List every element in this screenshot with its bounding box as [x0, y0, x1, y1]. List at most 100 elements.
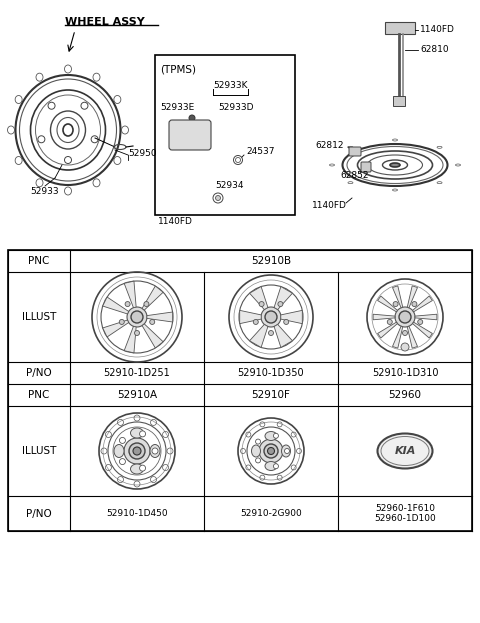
- Text: 52933K: 52933K: [213, 80, 248, 90]
- Circle shape: [81, 102, 88, 109]
- Circle shape: [189, 115, 195, 121]
- Circle shape: [48, 102, 55, 109]
- Polygon shape: [393, 286, 403, 308]
- Text: 52910-1D310: 52910-1D310: [372, 368, 438, 378]
- Text: 52910A: 52910A: [117, 390, 157, 400]
- Text: 52910-2G900: 52910-2G900: [240, 509, 302, 518]
- Circle shape: [144, 302, 149, 307]
- Ellipse shape: [281, 445, 290, 457]
- Circle shape: [261, 307, 281, 327]
- Circle shape: [278, 302, 283, 307]
- Polygon shape: [274, 287, 292, 310]
- Circle shape: [131, 311, 143, 323]
- Polygon shape: [378, 322, 397, 338]
- Polygon shape: [378, 296, 397, 312]
- Circle shape: [401, 343, 409, 351]
- Circle shape: [91, 136, 98, 143]
- Bar: [155, 55, 295, 215]
- FancyBboxPatch shape: [169, 120, 211, 150]
- Polygon shape: [124, 326, 136, 353]
- Text: 52910B: 52910B: [251, 256, 291, 266]
- Ellipse shape: [252, 445, 261, 457]
- Text: 24537: 24537: [246, 148, 275, 156]
- Circle shape: [120, 459, 125, 465]
- Polygon shape: [407, 286, 418, 308]
- Text: 62852: 62852: [340, 171, 369, 179]
- Circle shape: [399, 311, 411, 323]
- Circle shape: [134, 330, 140, 336]
- Ellipse shape: [114, 444, 124, 457]
- Circle shape: [120, 437, 125, 444]
- FancyBboxPatch shape: [349, 147, 361, 156]
- Circle shape: [395, 307, 415, 327]
- Circle shape: [152, 448, 158, 454]
- Circle shape: [150, 320, 155, 325]
- Polygon shape: [250, 287, 268, 310]
- Circle shape: [393, 302, 398, 307]
- Circle shape: [412, 302, 417, 307]
- Ellipse shape: [150, 444, 160, 457]
- Circle shape: [125, 302, 130, 307]
- Polygon shape: [142, 286, 163, 310]
- Text: 52910-1D251: 52910-1D251: [104, 368, 170, 378]
- Circle shape: [267, 447, 275, 455]
- Text: KIA: KIA: [394, 446, 416, 456]
- Polygon shape: [124, 281, 136, 308]
- Circle shape: [64, 156, 72, 163]
- FancyBboxPatch shape: [361, 162, 371, 172]
- Text: 52933: 52933: [30, 188, 59, 196]
- Ellipse shape: [131, 428, 144, 438]
- Polygon shape: [274, 325, 292, 348]
- Circle shape: [127, 307, 147, 327]
- Circle shape: [284, 320, 288, 325]
- Text: P/NO: P/NO: [26, 508, 52, 518]
- Circle shape: [255, 439, 261, 444]
- Circle shape: [264, 444, 278, 458]
- Text: 1140FD: 1140FD: [420, 26, 455, 34]
- Circle shape: [403, 330, 408, 336]
- Polygon shape: [412, 296, 432, 312]
- Circle shape: [259, 302, 264, 307]
- Circle shape: [38, 136, 45, 143]
- Bar: [393, 96, 405, 106]
- Text: 52933D: 52933D: [218, 103, 253, 113]
- Circle shape: [253, 320, 258, 325]
- Circle shape: [140, 431, 145, 437]
- Ellipse shape: [131, 464, 144, 474]
- Text: 52910F: 52910F: [252, 390, 290, 400]
- Text: 52910-1D350: 52910-1D350: [238, 368, 304, 378]
- Bar: [385, 22, 415, 34]
- Polygon shape: [412, 322, 432, 338]
- Ellipse shape: [265, 462, 277, 470]
- Polygon shape: [147, 312, 173, 322]
- Polygon shape: [142, 324, 163, 348]
- Polygon shape: [103, 297, 129, 314]
- Text: 52933E: 52933E: [160, 103, 194, 113]
- Polygon shape: [393, 326, 403, 348]
- Polygon shape: [415, 314, 437, 320]
- Text: (TPMS): (TPMS): [160, 65, 196, 75]
- Text: PNC: PNC: [28, 256, 50, 266]
- Text: 62810: 62810: [420, 45, 449, 54]
- Text: 52960: 52960: [388, 390, 421, 400]
- Circle shape: [124, 438, 150, 464]
- Circle shape: [265, 311, 277, 323]
- Bar: [8, 250, 472, 531]
- Circle shape: [129, 443, 145, 459]
- Ellipse shape: [265, 432, 277, 440]
- Polygon shape: [407, 326, 418, 348]
- Ellipse shape: [381, 437, 429, 465]
- Text: PNC: PNC: [28, 390, 50, 400]
- Polygon shape: [281, 310, 302, 324]
- Polygon shape: [240, 310, 261, 324]
- Text: 1140FD: 1140FD: [312, 201, 347, 209]
- Polygon shape: [250, 325, 268, 348]
- Ellipse shape: [390, 163, 400, 167]
- Text: 52934: 52934: [215, 181, 243, 189]
- Text: 52910-1D450: 52910-1D450: [106, 509, 168, 518]
- Circle shape: [120, 320, 124, 325]
- Text: WHEEL ASSY: WHEEL ASSY: [65, 17, 145, 27]
- Text: 62812: 62812: [315, 141, 344, 150]
- Text: 1140FD: 1140FD: [158, 217, 193, 227]
- Circle shape: [285, 449, 289, 454]
